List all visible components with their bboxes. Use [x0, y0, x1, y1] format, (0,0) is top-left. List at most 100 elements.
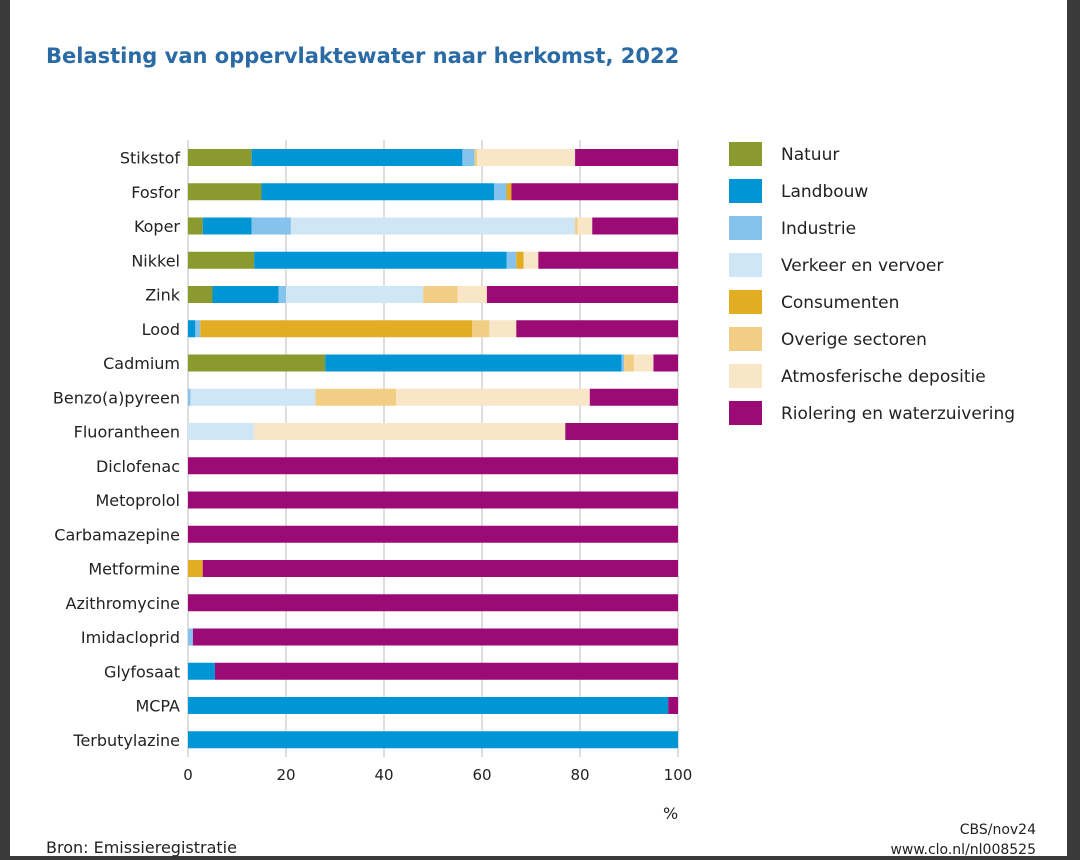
- category-label: Cadmium: [103, 354, 180, 373]
- bar-segment: [188, 183, 262, 201]
- bar-segment: [188, 286, 213, 303]
- credit-block: CBS/nov24 www.clo.nl/nl008525: [890, 820, 1036, 860]
- bar-segment: [621, 354, 625, 372]
- bar-segment: [188, 320, 196, 338]
- bar-segment: [511, 183, 678, 201]
- category-label: Lood: [142, 320, 180, 339]
- bar-segment: [315, 388, 397, 406]
- legend-label: Verkeer en vervoer: [781, 256, 943, 276]
- bar-segment: [506, 183, 512, 201]
- category-label: Glyfosaat: [104, 662, 180, 681]
- bar-segment: [506, 251, 517, 269]
- x-tick-label: 40: [374, 766, 393, 784]
- bar-segment: [325, 354, 622, 372]
- category-label: Carbamazepine: [54, 525, 180, 544]
- x-tick-label: 80: [570, 766, 589, 784]
- x-axis-unit: %: [663, 804, 678, 823]
- bar-segment: [474, 149, 478, 166]
- bar-segment: [538, 251, 678, 269]
- category-label: Metoprolol: [95, 491, 180, 510]
- x-tick-label: 60: [472, 766, 491, 784]
- bar-segment: [254, 251, 507, 269]
- bar-segment: [188, 594, 678, 612]
- bar-segment: [188, 217, 203, 235]
- bar-segment: [212, 286, 279, 303]
- bar-segment: [565, 423, 678, 440]
- category-label: Azithromycine: [66, 594, 181, 613]
- bar-segment: [477, 149, 576, 166]
- legend-label: Natuur: [781, 145, 839, 165]
- bar-segment: [195, 320, 201, 338]
- bar-segment: [589, 388, 678, 406]
- bar-segment: [188, 388, 191, 406]
- bar-segment: [516, 251, 524, 269]
- bar-segment: [396, 388, 590, 406]
- bar-segment: [188, 731, 678, 749]
- bar-segment: [200, 320, 473, 338]
- legend-swatch: [729, 179, 762, 203]
- bar-segment: [261, 183, 495, 201]
- category-label: Fosfor: [131, 183, 180, 202]
- bar-segment: [202, 217, 252, 235]
- bar-segment: [254, 423, 566, 440]
- bar-segment: [188, 560, 203, 577]
- bar-segment: [423, 286, 458, 303]
- legend-swatch: [729, 327, 762, 351]
- bar-segment: [251, 149, 463, 166]
- legend-label: Atmosferische depositie: [781, 367, 986, 387]
- source-note: Bron: Emissieregistratie: [46, 838, 237, 857]
- bar-segment: [188, 491, 678, 509]
- bar-segment: [489, 320, 517, 338]
- legend-swatch: [729, 290, 762, 314]
- credit-line: CBS/nov24: [959, 822, 1036, 838]
- chart-title: Belasting van oppervlaktewater naar herk…: [46, 44, 680, 68]
- bar-segment: [188, 457, 678, 475]
- category-label: MCPA: [135, 697, 180, 716]
- bar-segment: [188, 697, 669, 714]
- legend-label: Riolering en waterzuivering: [781, 404, 1015, 424]
- x-tick-label: 0: [183, 766, 193, 784]
- bar-segment: [188, 525, 678, 543]
- bar-segment: [188, 354, 326, 372]
- category-label: Diclofenac: [96, 457, 180, 476]
- bar-segment: [624, 354, 634, 372]
- x-tick-label: 20: [276, 766, 295, 784]
- legend-label: Overige sectoren: [781, 330, 927, 350]
- bar-segment: [278, 286, 286, 303]
- category-label: Terbutylazine: [72, 731, 180, 750]
- bar-segment: [188, 149, 252, 166]
- bar-segment: [286, 286, 424, 303]
- credit-url: www.clo.nl/nl008525: [890, 842, 1036, 858]
- category-label: Koper: [134, 217, 180, 236]
- bar-segment: [577, 217, 593, 235]
- bar-segment: [494, 183, 507, 201]
- bar-segment: [457, 286, 487, 303]
- bar-segment: [190, 388, 316, 406]
- bar-segment: [668, 697, 678, 714]
- category-label: Zink: [145, 286, 181, 305]
- legend-label: Industrie: [781, 219, 856, 239]
- x-tick-label: 100: [664, 766, 693, 784]
- bar-segment: [188, 423, 255, 440]
- legend-label: Consumenten: [781, 293, 899, 313]
- bar-segment: [214, 662, 678, 680]
- category-label: Metformine: [88, 560, 180, 579]
- bar-segment: [462, 149, 475, 166]
- bar-segment: [523, 251, 539, 269]
- legend-swatch: [729, 253, 762, 277]
- legend-swatch: [729, 216, 762, 240]
- bar-segment: [653, 354, 678, 372]
- bar-segment: [486, 286, 678, 303]
- legend-swatch: [729, 401, 762, 425]
- category-label: Fluorantheen: [74, 423, 180, 442]
- bar-segment: [202, 560, 678, 577]
- legend-label: Landbouw: [781, 182, 868, 202]
- bar-segment: [188, 628, 193, 646]
- bar-segment: [192, 628, 678, 646]
- bar-segment: [188, 662, 215, 680]
- bar-segment: [516, 320, 678, 338]
- legend-swatch: [729, 142, 762, 166]
- bar-segment: [592, 217, 678, 235]
- bar-segment: [575, 149, 678, 166]
